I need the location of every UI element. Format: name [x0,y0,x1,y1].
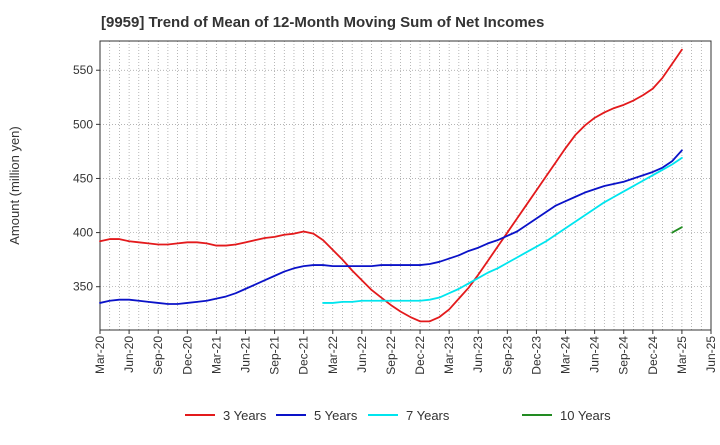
series-line-10-years [671,226,683,234]
x-tick-label: Mar-23 [442,336,456,374]
x-tick-label: Dec-24 [646,336,660,375]
series-line-3-years [99,48,683,323]
y-tick-label: 350 [73,280,93,294]
legend-label: 3 Years [223,408,267,423]
series-line-5-years [99,149,683,305]
x-tick-label: Mar-25 [675,336,689,374]
x-tick-label: Sep-24 [617,336,631,375]
legend-label: 7 Years [406,408,450,423]
x-tick-label: Jun-24 [588,336,602,373]
x-tick-label: Dec-20 [180,336,194,375]
x-tick-label: Dec-21 [297,336,311,375]
series-line-7-years [322,157,683,304]
x-tick-label: Dec-23 [529,336,543,375]
x-tick-label: Sep-23 [500,336,514,375]
x-tick-label: Jun-23 [471,336,485,373]
x-tick-label: Sep-22 [384,336,398,375]
x-tick-label: Sep-20 [151,336,165,375]
y-tick-label: 450 [73,171,93,185]
y-axis-label: Amount (million yen) [7,126,22,245]
plot-area-frame [99,40,712,331]
x-tick-label: Jun-25 [704,336,718,373]
y-tick-label: 400 [73,226,93,240]
x-tick-label: Jun-20 [122,336,136,373]
chart-title: [9959] Trend of Mean of 12-Month Moving … [101,14,545,31]
legend-label: 5 Years [314,408,358,423]
x-tick-label: Mar-22 [326,336,340,374]
x-tick-label: Mar-20 [93,336,107,374]
legend-label: 10 Years [560,408,611,423]
x-tick-label: Mar-24 [559,336,573,374]
x-tick-label: Jun-22 [355,336,369,373]
y-tick-label: 550 [73,63,93,77]
x-tick-label: Mar-21 [209,336,223,374]
x-tick-label: Sep-21 [268,336,282,375]
x-tick-label: Jun-21 [238,336,252,373]
x-tick-label: Dec-22 [413,336,427,375]
y-tick-label: 500 [73,117,93,131]
